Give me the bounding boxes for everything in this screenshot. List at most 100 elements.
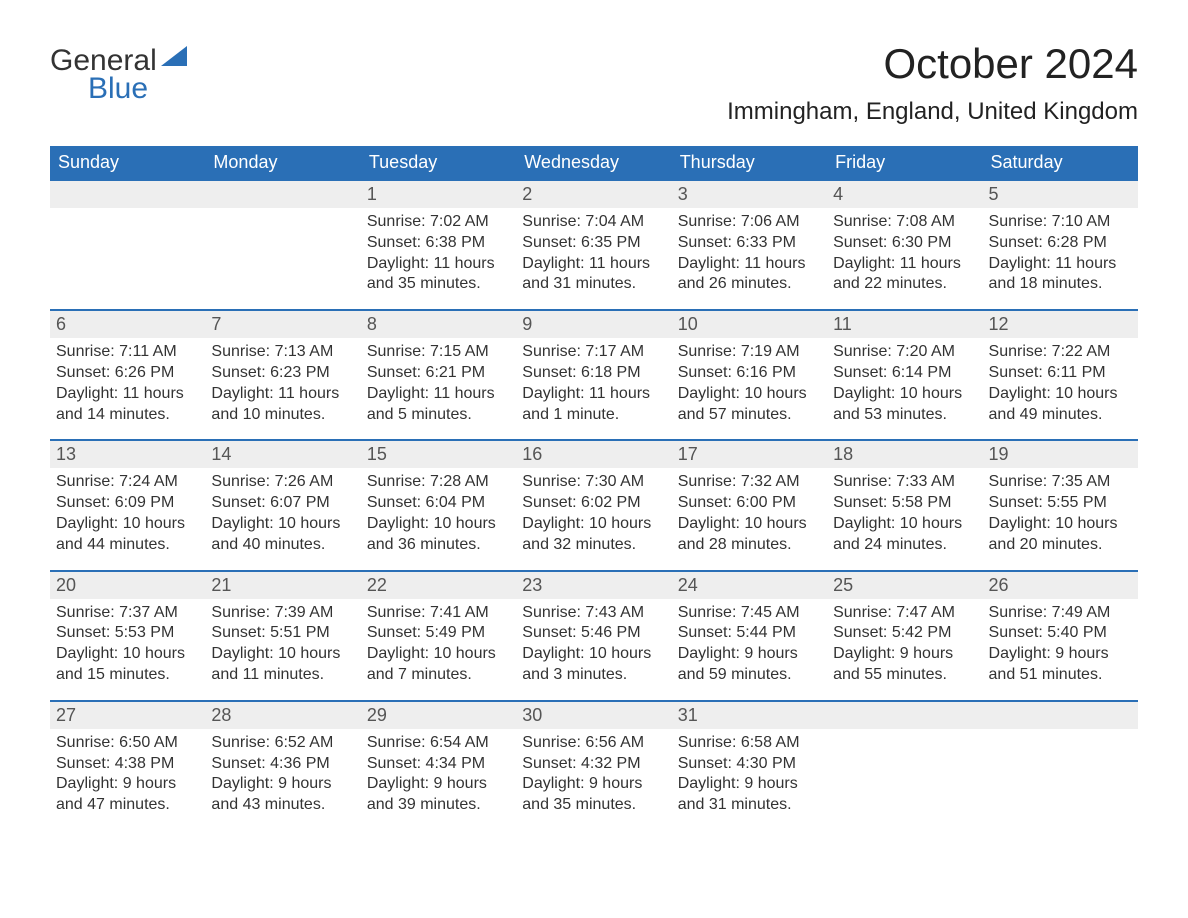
day-number: 4 [827, 181, 982, 208]
day-sunset: Sunset: 5:42 PM [833, 623, 976, 644]
day-number: 30 [516, 702, 671, 729]
day-wrap-empty [827, 700, 982, 729]
day-sunset: Sunset: 6:30 PM [833, 233, 976, 254]
logo: General Blue [50, 40, 187, 106]
calendar-cell: 1Sunrise: 7:02 AMSunset: 6:38 PMDaylight… [361, 179, 516, 309]
day-wrap: 28Sunrise: 6:52 AMSunset: 4:36 PMDayligh… [205, 700, 360, 830]
day-body: Sunrise: 7:39 AMSunset: 5:51 PMDaylight:… [205, 599, 360, 700]
day-number: 10 [672, 311, 827, 338]
day-body: Sunrise: 7:13 AMSunset: 6:23 PMDaylight:… [205, 338, 360, 439]
calendar-cell [827, 700, 982, 830]
day-body: Sunrise: 7:49 AMSunset: 5:40 PMDaylight:… [983, 599, 1138, 700]
calendar-cell: 10Sunrise: 7:19 AMSunset: 6:16 PMDayligh… [672, 309, 827, 439]
day-daylight: Daylight: 10 hours and 49 minutes. [989, 384, 1132, 426]
calendar-cell: 29Sunrise: 6:54 AMSunset: 4:34 PMDayligh… [361, 700, 516, 830]
day-daylight: Daylight: 9 hours and 35 minutes. [522, 774, 665, 816]
day-sunrise: Sunrise: 7:43 AM [522, 603, 665, 624]
day-sunrise: Sunrise: 6:52 AM [211, 733, 354, 754]
day-daylight: Daylight: 11 hours and 18 minutes. [989, 254, 1132, 296]
day-body: Sunrise: 6:50 AMSunset: 4:38 PMDaylight:… [50, 729, 205, 830]
day-sunrise: Sunrise: 7:15 AM [367, 342, 510, 363]
calendar-cell: 14Sunrise: 7:26 AMSunset: 6:07 PMDayligh… [205, 439, 360, 569]
day-wrap: 1Sunrise: 7:02 AMSunset: 6:38 PMDaylight… [361, 179, 516, 309]
calendar-cell [983, 700, 1138, 830]
day-daylight: Daylight: 9 hours and 31 minutes. [678, 774, 821, 816]
day-number: 22 [361, 572, 516, 599]
day-sunset: Sunset: 5:51 PM [211, 623, 354, 644]
day-daylight: Daylight: 10 hours and 40 minutes. [211, 514, 354, 556]
day-number: 28 [205, 702, 360, 729]
day-header: Monday [205, 146, 360, 179]
calendar-cell [205, 179, 360, 309]
calendar-week: 13Sunrise: 7:24 AMSunset: 6:09 PMDayligh… [50, 439, 1138, 569]
day-number: 27 [50, 702, 205, 729]
day-sunset: Sunset: 6:21 PM [367, 363, 510, 384]
day-daylight: Daylight: 10 hours and 7 minutes. [367, 644, 510, 686]
day-number-empty [827, 702, 982, 729]
day-sunrise: Sunrise: 7:22 AM [989, 342, 1132, 363]
day-daylight: Daylight: 9 hours and 39 minutes. [367, 774, 510, 816]
day-number: 11 [827, 311, 982, 338]
day-daylight: Daylight: 9 hours and 47 minutes. [56, 774, 199, 816]
day-body: Sunrise: 7:08 AMSunset: 6:30 PMDaylight:… [827, 208, 982, 309]
day-sunrise: Sunrise: 7:13 AM [211, 342, 354, 363]
day-sunrise: Sunrise: 7:28 AM [367, 472, 510, 493]
calendar-cell: 15Sunrise: 7:28 AMSunset: 6:04 PMDayligh… [361, 439, 516, 569]
day-wrap: 19Sunrise: 7:35 AMSunset: 5:55 PMDayligh… [983, 439, 1138, 569]
day-wrap: 17Sunrise: 7:32 AMSunset: 6:00 PMDayligh… [672, 439, 827, 569]
day-body: Sunrise: 7:30 AMSunset: 6:02 PMDaylight:… [516, 468, 671, 569]
day-sunset: Sunset: 5:40 PM [989, 623, 1132, 644]
day-daylight: Daylight: 9 hours and 55 minutes. [833, 644, 976, 686]
day-wrap: 16Sunrise: 7:30 AMSunset: 6:02 PMDayligh… [516, 439, 671, 569]
day-body: Sunrise: 7:22 AMSunset: 6:11 PMDaylight:… [983, 338, 1138, 439]
day-sunset: Sunset: 6:04 PM [367, 493, 510, 514]
day-sunrise: Sunrise: 7:30 AM [522, 472, 665, 493]
day-number: 2 [516, 181, 671, 208]
day-wrap: 13Sunrise: 7:24 AMSunset: 6:09 PMDayligh… [50, 439, 205, 569]
day-daylight: Daylight: 11 hours and 35 minutes. [367, 254, 510, 296]
day-wrap: 24Sunrise: 7:45 AMSunset: 5:44 PMDayligh… [672, 570, 827, 700]
day-sunrise: Sunrise: 6:56 AM [522, 733, 665, 754]
day-number: 6 [50, 311, 205, 338]
calendar-cell [50, 179, 205, 309]
calendar-cell: 19Sunrise: 7:35 AMSunset: 5:55 PMDayligh… [983, 439, 1138, 569]
calendar-cell: 20Sunrise: 7:37 AMSunset: 5:53 PMDayligh… [50, 570, 205, 700]
day-sunset: Sunset: 4:34 PM [367, 754, 510, 775]
calendar-cell: 21Sunrise: 7:39 AMSunset: 5:51 PMDayligh… [205, 570, 360, 700]
day-wrap: 11Sunrise: 7:20 AMSunset: 6:14 PMDayligh… [827, 309, 982, 439]
day-number-empty [983, 702, 1138, 729]
calendar-cell: 31Sunrise: 6:58 AMSunset: 4:30 PMDayligh… [672, 700, 827, 830]
day-body: Sunrise: 7:37 AMSunset: 5:53 PMDaylight:… [50, 599, 205, 700]
calendar-cell: 7Sunrise: 7:13 AMSunset: 6:23 PMDaylight… [205, 309, 360, 439]
day-sunset: Sunset: 5:49 PM [367, 623, 510, 644]
day-daylight: Daylight: 11 hours and 22 minutes. [833, 254, 976, 296]
calendar-cell: 18Sunrise: 7:33 AMSunset: 5:58 PMDayligh… [827, 439, 982, 569]
day-number-empty [50, 181, 205, 208]
day-sunrise: Sunrise: 7:11 AM [56, 342, 199, 363]
day-daylight: Daylight: 10 hours and 20 minutes. [989, 514, 1132, 556]
day-sunset: Sunset: 5:44 PM [678, 623, 821, 644]
day-daylight: Daylight: 10 hours and 3 minutes. [522, 644, 665, 686]
day-daylight: Daylight: 10 hours and 44 minutes. [56, 514, 199, 556]
day-number: 8 [361, 311, 516, 338]
logo-sail-icon [161, 40, 187, 74]
day-number: 5 [983, 181, 1138, 208]
calendar-cell: 12Sunrise: 7:22 AMSunset: 6:11 PMDayligh… [983, 309, 1138, 439]
day-body: Sunrise: 7:19 AMSunset: 6:16 PMDaylight:… [672, 338, 827, 439]
day-body: Sunrise: 6:58 AMSunset: 4:30 PMDaylight:… [672, 729, 827, 830]
day-sunset: Sunset: 6:18 PM [522, 363, 665, 384]
logo-text-blue: Blue [88, 72, 148, 106]
day-wrap: 3Sunrise: 7:06 AMSunset: 6:33 PMDaylight… [672, 179, 827, 309]
day-number: 18 [827, 441, 982, 468]
day-wrap: 5Sunrise: 7:10 AMSunset: 6:28 PMDaylight… [983, 179, 1138, 309]
calendar-cell: 8Sunrise: 7:15 AMSunset: 6:21 PMDaylight… [361, 309, 516, 439]
calendar-cell: 27Sunrise: 6:50 AMSunset: 4:38 PMDayligh… [50, 700, 205, 830]
day-wrap: 14Sunrise: 7:26 AMSunset: 6:07 PMDayligh… [205, 439, 360, 569]
day-body: Sunrise: 7:47 AMSunset: 5:42 PMDaylight:… [827, 599, 982, 700]
day-sunset: Sunset: 6:33 PM [678, 233, 821, 254]
day-sunset: Sunset: 4:30 PM [678, 754, 821, 775]
day-sunset: Sunset: 5:53 PM [56, 623, 199, 644]
day-header-row: Sunday Monday Tuesday Wednesday Thursday… [50, 146, 1138, 179]
day-wrap: 23Sunrise: 7:43 AMSunset: 5:46 PMDayligh… [516, 570, 671, 700]
day-daylight: Daylight: 11 hours and 26 minutes. [678, 254, 821, 296]
